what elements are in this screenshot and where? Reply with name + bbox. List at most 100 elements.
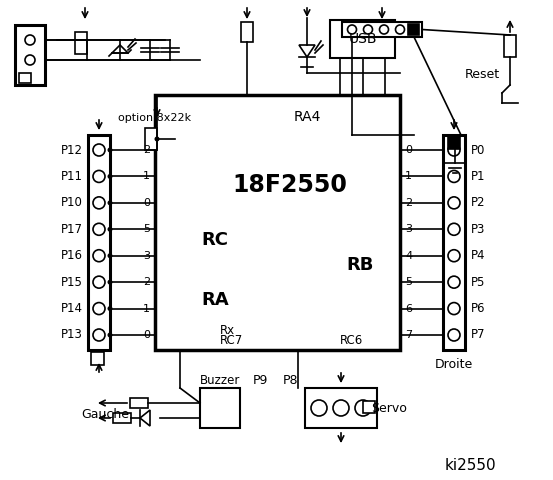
Bar [448, 137, 460, 149]
Circle shape [448, 329, 460, 341]
Circle shape [448, 223, 460, 235]
Circle shape [93, 329, 105, 341]
Text: P4: P4 [471, 249, 486, 262]
Bar [363, 401, 375, 413]
Text: Gauche: Gauche [81, 408, 129, 421]
Circle shape [363, 25, 373, 34]
Text: 2: 2 [405, 198, 412, 208]
Text: RC6: RC6 [340, 334, 363, 347]
Text: P6: P6 [471, 302, 486, 315]
Text: RC: RC [201, 231, 228, 249]
Text: P8: P8 [282, 373, 298, 386]
Circle shape [107, 253, 112, 258]
Bar [443, 135, 465, 350]
Text: 5: 5 [405, 277, 412, 287]
Circle shape [107, 333, 112, 337]
Text: Reset: Reset [465, 69, 500, 82]
Circle shape [93, 144, 105, 156]
Circle shape [25, 55, 35, 65]
Circle shape [93, 302, 105, 314]
Text: 3: 3 [405, 224, 412, 234]
Text: 1: 1 [143, 171, 150, 181]
Circle shape [154, 136, 159, 142]
Text: ki2550: ki2550 [444, 457, 496, 472]
Text: P0: P0 [471, 144, 486, 156]
Circle shape [25, 35, 35, 45]
Text: P13: P13 [61, 328, 83, 341]
Circle shape [93, 250, 105, 262]
Circle shape [107, 147, 112, 153]
Text: P10: P10 [61, 196, 83, 209]
Text: 1: 1 [143, 303, 150, 313]
Text: 2: 2 [143, 277, 150, 287]
Bar [145, 128, 157, 150]
Text: P11: P11 [61, 170, 83, 183]
Text: Buzzer: Buzzer [200, 373, 240, 386]
Circle shape [93, 276, 105, 288]
Text: P2: P2 [471, 196, 486, 209]
Bar [342, 22, 422, 37]
Circle shape [448, 250, 460, 262]
Text: 0: 0 [143, 330, 150, 340]
Circle shape [107, 174, 112, 179]
Circle shape [311, 400, 327, 416]
Text: RB: RB [346, 256, 374, 274]
Text: P17: P17 [61, 223, 83, 236]
Text: 7: 7 [405, 330, 412, 340]
Text: option 8x22k: option 8x22k [118, 113, 191, 123]
Bar [75, 32, 87, 54]
Circle shape [448, 197, 460, 209]
Bar [200, 388, 240, 428]
Text: P7: P7 [471, 328, 486, 341]
Text: P16: P16 [61, 249, 83, 262]
Text: 18F2550: 18F2550 [232, 173, 347, 197]
Circle shape [107, 227, 112, 232]
Text: 0: 0 [405, 145, 412, 155]
Text: P5: P5 [471, 276, 486, 288]
Text: 3: 3 [143, 251, 150, 261]
Text: 1: 1 [405, 171, 412, 181]
Text: 0: 0 [143, 198, 150, 208]
Bar [330, 20, 395, 58]
Text: USB: USB [348, 32, 377, 46]
Bar [408, 24, 419, 35]
Bar [504, 35, 516, 57]
Circle shape [333, 400, 349, 416]
Text: P12: P12 [61, 144, 83, 156]
Bar [305, 388, 377, 428]
Circle shape [107, 306, 112, 311]
Text: 5: 5 [143, 224, 150, 234]
Circle shape [93, 223, 105, 235]
Circle shape [448, 302, 460, 314]
Text: RC7: RC7 [220, 334, 243, 347]
Text: RA4: RA4 [293, 110, 321, 124]
Circle shape [395, 25, 404, 34]
Bar [19, 73, 31, 83]
Circle shape [93, 197, 105, 209]
Text: Rx: Rx [220, 324, 235, 336]
Text: 4: 4 [405, 251, 412, 261]
Circle shape [448, 276, 460, 288]
Text: Droite: Droite [435, 359, 473, 372]
Text: P14: P14 [61, 302, 83, 315]
Text: Servo: Servo [371, 401, 407, 415]
Text: P9: P9 [252, 373, 268, 386]
Circle shape [347, 25, 357, 34]
Circle shape [107, 200, 112, 205]
Text: P1: P1 [471, 170, 486, 183]
Circle shape [448, 144, 460, 156]
Text: P15: P15 [61, 276, 83, 288]
Text: 2: 2 [143, 145, 150, 155]
Bar [91, 352, 104, 365]
Text: P3: P3 [471, 223, 486, 236]
Bar [241, 22, 253, 42]
Text: RA: RA [201, 291, 229, 309]
Circle shape [107, 280, 112, 285]
Circle shape [93, 170, 105, 182]
Bar [155, 95, 400, 350]
Circle shape [355, 400, 371, 416]
Bar [88, 135, 110, 350]
Bar [130, 398, 148, 408]
Circle shape [379, 25, 389, 34]
Bar [113, 413, 131, 423]
